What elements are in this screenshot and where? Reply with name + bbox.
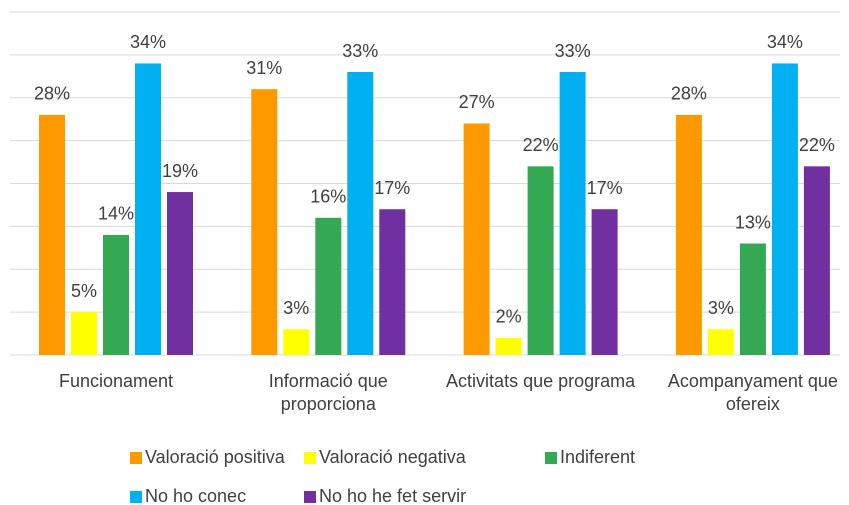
data-label: 3% [283,298,309,318]
legend-label: No ho conec [145,486,247,505]
bar [347,72,374,356]
data-label: 28% [34,84,70,104]
bar [39,114,65,356]
legend-swatch [304,490,316,503]
data-label: 17% [587,178,623,198]
legend-item: Indiferent [545,447,635,468]
legend-item: Valoració negativa [304,447,466,468]
bar [739,243,766,355]
bar [315,217,342,355]
bar [495,337,522,355]
x-tick-label: Funcionament [58,371,174,391]
bar [71,312,97,355]
bar [167,192,193,355]
legend-label: Valoració negativa [319,447,466,467]
data-label: 19% [162,161,198,181]
bar [103,234,129,355]
data-label: 5% [71,281,97,301]
legend-swatch [130,451,142,464]
bar [251,89,278,356]
data-label: 14% [98,204,134,224]
data-label: 31% [246,58,282,78]
data-label: 27% [459,92,495,112]
x-tick-label: Acompanyament que ofereix [667,371,838,414]
legend-item: No ho he fet servir [304,486,466,505]
legend-label: No ho he fet servir [319,486,467,505]
legend-item: No ho conec [130,486,246,505]
bar [707,329,734,355]
legend-label: Indiferent [560,447,636,467]
bar [771,63,798,355]
data-label: 22% [799,135,835,155]
bar [527,166,554,355]
legend-swatch [130,490,142,503]
legend-item: Valoració positiva [130,447,285,468]
data-label: 3% [708,298,734,318]
bar [675,114,702,356]
data-label: 2% [496,307,522,327]
bar [135,63,161,355]
legend-label: Valoració positiva [145,447,285,467]
data-label: 28% [671,84,707,104]
data-label: 13% [735,212,771,232]
legend-swatch [304,451,316,464]
data-label: 22% [523,135,559,155]
bar [559,72,586,356]
bar [283,329,310,355]
x-tick-label: Activitats que programa [446,371,636,391]
bar [591,209,618,355]
data-label: 33% [342,41,378,61]
data-label: 33% [555,41,591,61]
data-label: 16% [310,187,346,207]
data-label: 34% [130,32,166,52]
bar [379,209,406,355]
bar [803,166,830,355]
data-label: 17% [374,178,410,198]
x-tick-label: Informació que proporciona [268,371,388,414]
bar [463,123,490,355]
legend-swatch [545,451,557,464]
data-label: 34% [767,32,803,52]
